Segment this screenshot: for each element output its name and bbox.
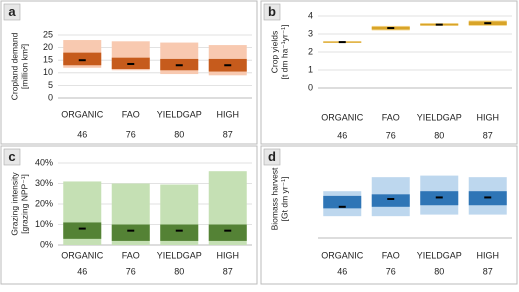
x-tick-label: FAO [382,250,400,260]
panel-frame [260,0,518,145]
inner-range [371,194,410,207]
x-tick-label: FAO [382,112,400,122]
x-tick-label: YIELDGAP [417,250,462,260]
median [435,23,443,26]
y-axis-label: [Gt dm yr⁻¹] [279,177,289,222]
y-tick-label: 0 [48,92,53,102]
median [127,62,135,65]
x-tick-label: ORGANIC [61,250,104,260]
median [338,205,346,208]
y-tick-label: 0% [40,239,53,249]
inner-range [160,224,199,241]
sublabel: 80 [434,266,444,276]
y-tick-label: 20 [43,42,53,52]
median [435,196,443,199]
panel-frame [260,145,518,285]
sublabel: 46 [77,266,87,276]
y-tick-label: 10 [43,67,53,77]
x-tick-label: HIGH [477,112,500,122]
y-axis-label: Biomass harvest [269,167,279,230]
y-axis-label: Grazing intensity [9,172,19,236]
median [78,59,86,62]
sublabel: 76 [386,266,396,276]
x-tick-label: HIGH [217,109,240,119]
sublabel: 46 [77,129,87,139]
y-tick-label: 25 [43,29,53,39]
y-tick-label: 1 [308,64,313,74]
y-tick-label: 2 [308,46,313,56]
y-tick-label: 40% [35,157,53,167]
panel-letter: a [8,4,16,19]
y-tick-label: 30% [35,178,53,188]
y-axis-label: [million km²] [19,44,29,89]
y-tick-label: 20% [35,198,53,208]
median [127,229,135,232]
sublabel: 76 [126,266,136,276]
x-tick-label: FAO [122,109,140,119]
median [224,64,232,67]
sublabel: 76 [126,129,136,139]
x-tick-label: YIELDGAP [417,112,462,122]
x-tick-label: ORGANIC [321,250,364,260]
y-axis-label: Cropland demand [9,32,19,100]
y-axis-label: Crop yields [269,31,279,74]
panel-letter: b [268,4,276,19]
y-tick-label: 10% [35,219,53,229]
panel-letter-box [3,148,21,166]
x-tick-label: HIGH [477,250,500,260]
inner-range [323,195,362,209]
sublabel: 87 [223,266,233,276]
y-tick-label: 0 [308,82,313,92]
median [338,41,346,44]
x-tick-label: ORGANIC [61,109,104,119]
inner-range [111,224,150,241]
median [175,64,183,67]
sublabel: 87 [483,130,493,140]
x-tick-label: YIELDGAP [157,109,202,119]
y-tick-label: 15 [43,55,53,65]
median [484,196,492,199]
panel-letter-box [3,3,21,21]
y-tick-label: 4 [308,10,313,20]
x-tick-label: ORGANIC [321,112,364,122]
panel-letter: c [8,149,15,164]
y-axis-label: [grazing NPP⁻¹] [19,174,29,234]
inner-range [63,222,102,239]
sublabel: 46 [337,130,347,140]
panel-letter: d [268,149,276,164]
median [224,229,232,232]
panel-letter-box [263,148,281,166]
y-tick-label: 5 [48,80,53,90]
median [387,27,395,30]
median [484,22,492,25]
sublabel: 87 [483,266,493,276]
panel-frame [0,0,258,145]
inner-range [63,52,102,66]
panel-frame [0,145,258,285]
y-tick-label: 3 [308,28,313,38]
x-tick-label: HIGH [217,250,240,260]
panel-letter-box [263,3,281,21]
median [78,227,86,230]
x-tick-label: YIELDGAP [157,250,202,260]
y-axis-label: [t dm ha⁻¹yr⁻¹] [279,25,289,80]
sublabel: 87 [223,129,233,139]
sublabel: 80 [174,266,184,276]
median [387,198,395,200]
x-tick-label: FAO [122,250,140,260]
sublabel: 80 [434,130,444,140]
inner-range [208,224,247,241]
sublabel: 46 [337,266,347,276]
median [175,229,183,232]
sublabel: 80 [174,129,184,139]
sublabel: 76 [386,130,396,140]
